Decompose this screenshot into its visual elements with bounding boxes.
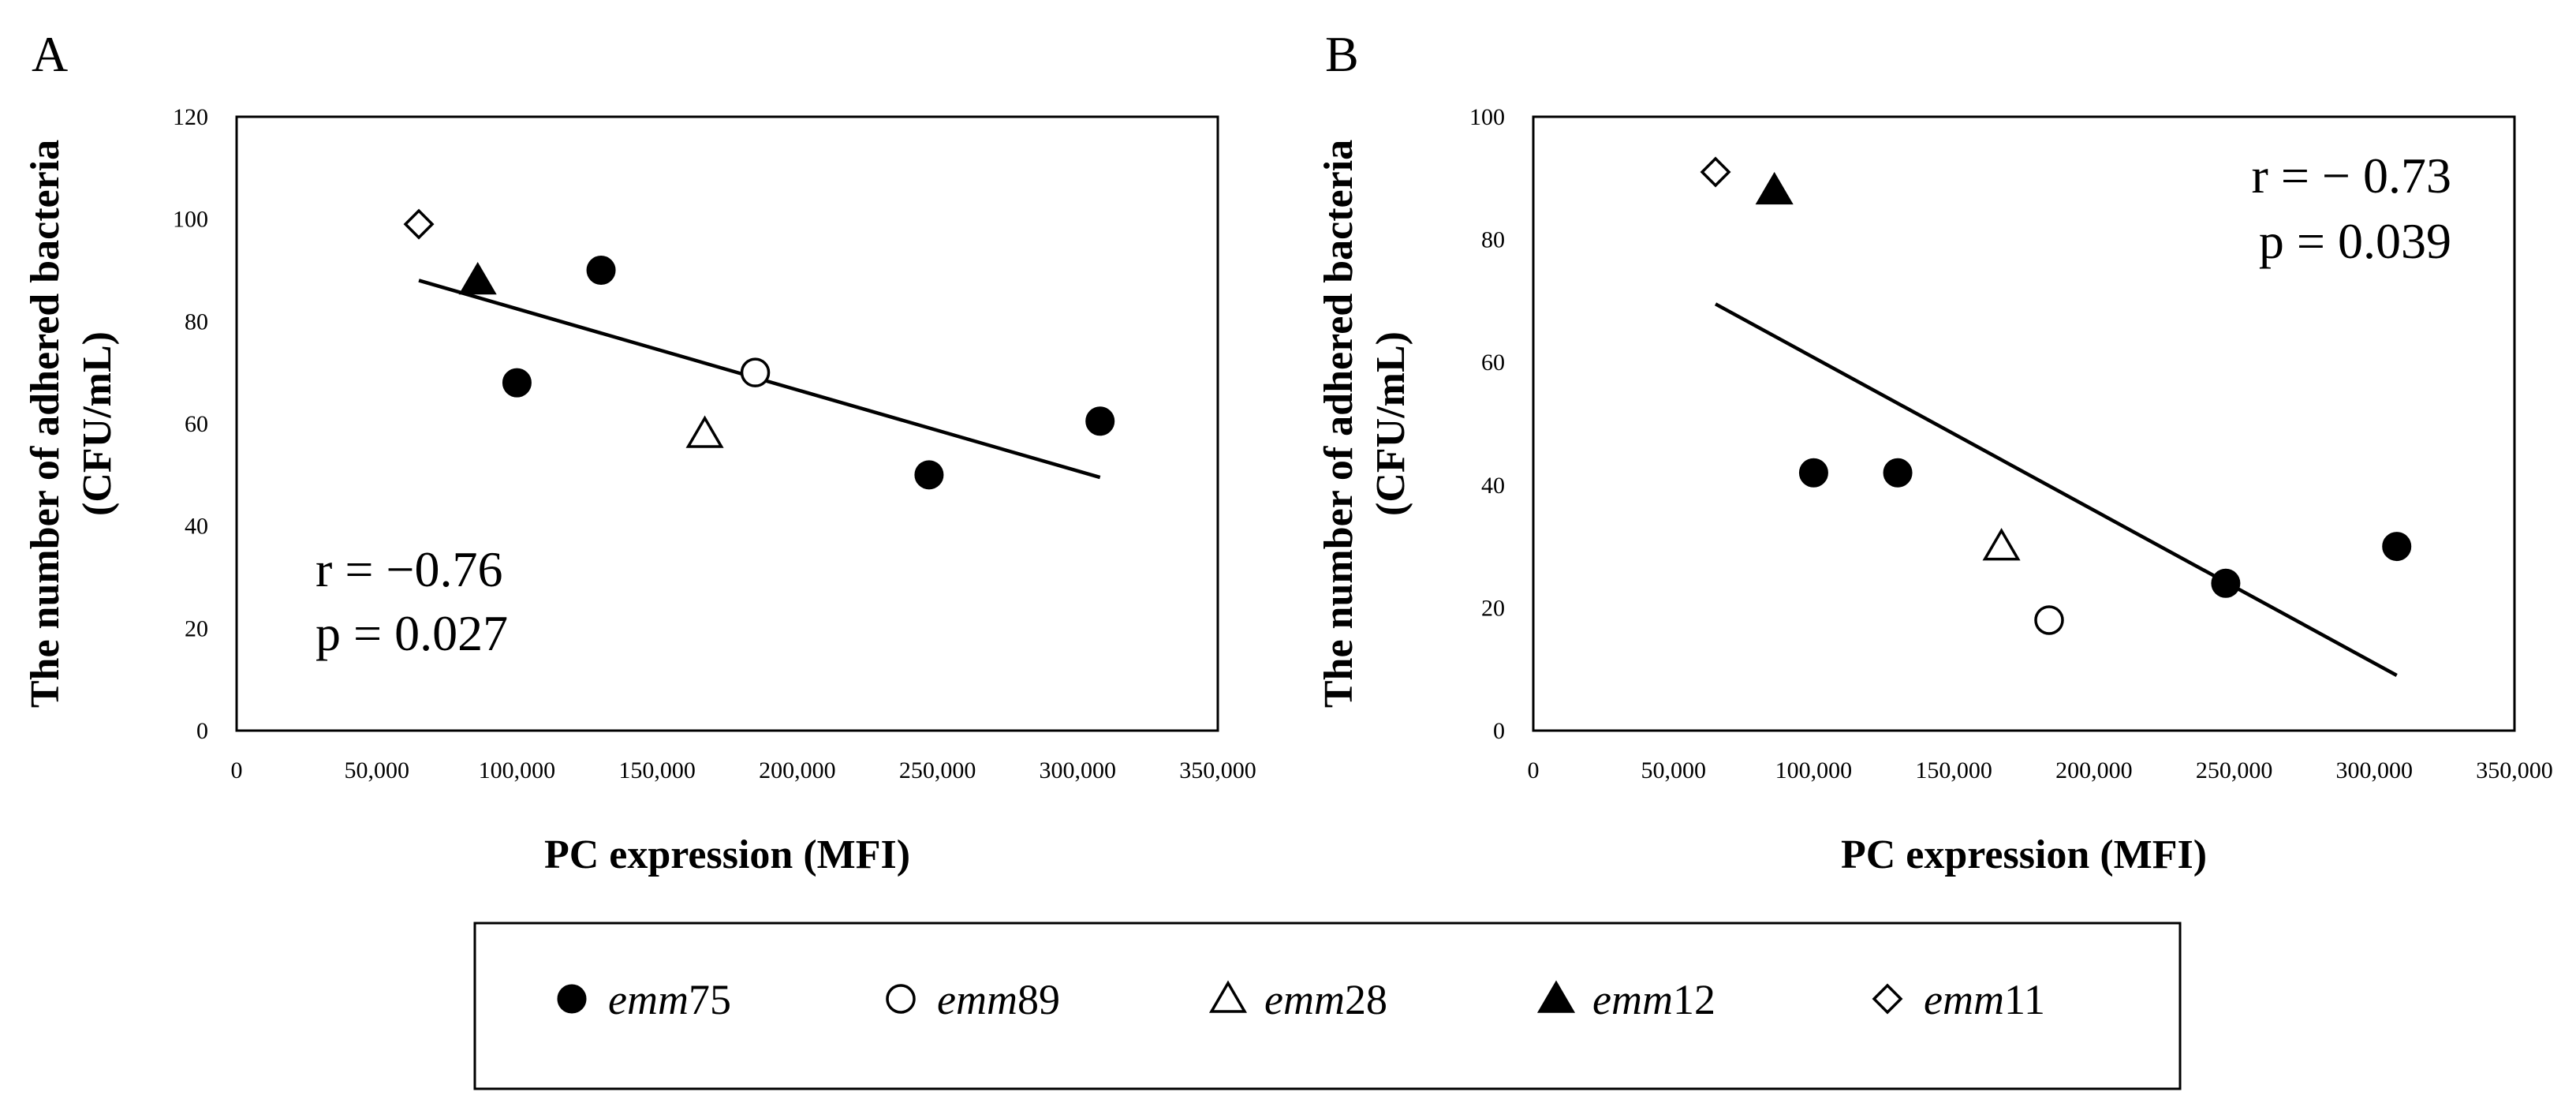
y-axis-title: The number of adhered bacteria	[23, 140, 68, 708]
legend-label-prefix: emm	[937, 976, 1017, 1023]
data-point-emm12	[1755, 171, 1794, 205]
stat-p: p = 0.027	[315, 605, 508, 661]
plot-frame	[1532, 115, 2516, 732]
legend-marker-emm28	[1208, 980, 1248, 1013]
legend-label-prefix: emm	[1264, 976, 1345, 1023]
data-point-emm75	[1883, 458, 1913, 488]
x-tick-label: 300,000	[2336, 757, 2414, 783]
legend-marker-emm12	[1536, 980, 1576, 1013]
data-point-emm12	[458, 261, 497, 295]
y-tick-label: 20	[1481, 595, 1505, 621]
data-point-emm11	[403, 208, 435, 240]
legend-marker-emm75	[557, 984, 587, 1014]
trendline	[1714, 302, 2398, 677]
legend-marker-emm89	[886, 984, 916, 1014]
x-tick-label: 50,000	[1641, 757, 1706, 783]
legend-label-suffix: 75	[689, 976, 731, 1023]
legend-label-suffix: 89	[1017, 976, 1060, 1023]
panel-a: A 0 20 40 60 80 100 120 0 50,000 100,000 150,000 200…	[23, 26, 1256, 877]
data-point-emm89	[2034, 605, 2064, 635]
legend-label-emm12: emm12	[1592, 976, 1715, 1023]
plot-frame	[235, 115, 1219, 732]
y-tick-label: 0	[196, 718, 208, 744]
data-point-emm75	[2382, 532, 2412, 562]
y-axis-title-units: (CFU/mL)	[75, 331, 120, 516]
stat-p: p = 0.039	[2259, 213, 2451, 269]
x-tick-label: 50,000	[344, 757, 409, 783]
data-point-emm75	[586, 256, 616, 285]
y-tick-label: 60	[1481, 350, 1505, 376]
y-tick-label: 120	[173, 104, 208, 130]
data-point-emm75	[2211, 568, 2241, 598]
data-point-emm75	[1085, 406, 1115, 436]
legend-label-emm89: emm89	[937, 976, 1060, 1023]
y-tick-label: 40	[1481, 473, 1505, 499]
x-tick-label: 100,000	[479, 757, 556, 783]
x-tick-label: 300,000	[1040, 757, 1117, 783]
panel-b: B 0 20 40 60 80 100 0 50,000 100,000 150,000 200,00…	[1316, 26, 2553, 877]
x-axis-title: PC expression (MFI)	[544, 832, 910, 877]
legend-label-emm11: emm11	[1924, 976, 2045, 1023]
legend: emm75 emm89 emm28 emm12 emm11	[473, 922, 2182, 1090]
legend-marker-emm11	[1872, 983, 1903, 1015]
y-tick-label: 20	[185, 615, 208, 641]
panel-label: A	[32, 26, 68, 82]
x-tick-label: 200,000	[759, 757, 836, 783]
legend-label-prefix: emm	[1592, 976, 1673, 1023]
y-tick-label: 40	[185, 514, 208, 540]
panel-label: B	[1325, 26, 1359, 82]
stat-r: r = −0.76	[315, 541, 503, 597]
y-tick-label: 100	[1469, 104, 1505, 130]
y-axis-title-units: (CFU/mL)	[1368, 331, 1413, 516]
x-tick-label: 200,000	[2055, 757, 2133, 783]
x-tick-label: 0	[231, 757, 243, 783]
y-tick-label: 80	[1481, 227, 1505, 253]
data-point-emm89	[740, 357, 771, 387]
legend-label-prefix: emm	[608, 976, 689, 1023]
y-tick-label: 60	[185, 411, 208, 437]
y-axis-title: The number of adhered bacteria	[1316, 140, 1361, 708]
x-tick-label: 0	[1528, 757, 1540, 783]
data-point-emm75	[914, 460, 944, 490]
x-tick-label: 150,000	[618, 757, 696, 783]
data-point-emm28	[1982, 528, 2021, 561]
data-point-emm28	[685, 415, 724, 448]
legend-label-prefix: emm	[1924, 976, 2004, 1023]
legend-label-emm28: emm28	[1264, 976, 1387, 1023]
data-point-emm75	[502, 368, 532, 398]
x-tick-label: 350,000	[1179, 757, 1256, 783]
x-tick-label: 150,000	[1915, 757, 1992, 783]
data-point-emm75	[1798, 458, 1828, 488]
legend-box	[473, 922, 2182, 1090]
y-tick-label: 100	[173, 207, 208, 233]
x-tick-label: 350,000	[2476, 757, 2553, 783]
y-tick-label: 0	[1493, 718, 1505, 744]
y-tick-label: 80	[185, 308, 208, 335]
x-tick-label: 100,000	[1775, 757, 1853, 783]
legend-label-suffix: 12	[1673, 976, 1715, 1023]
legend-label-suffix: 28	[1345, 976, 1387, 1023]
x-axis-title: PC expression (MFI)	[1841, 832, 2207, 877]
x-tick-label: 250,000	[899, 757, 976, 783]
x-tick-label: 250,000	[2196, 757, 2273, 783]
legend-label-emm75: emm75	[608, 976, 731, 1023]
data-point-emm11	[1700, 156, 1731, 188]
stat-r: r = − 0.73	[2252, 148, 2452, 204]
legend-label-suffix: 11	[2004, 976, 2045, 1023]
